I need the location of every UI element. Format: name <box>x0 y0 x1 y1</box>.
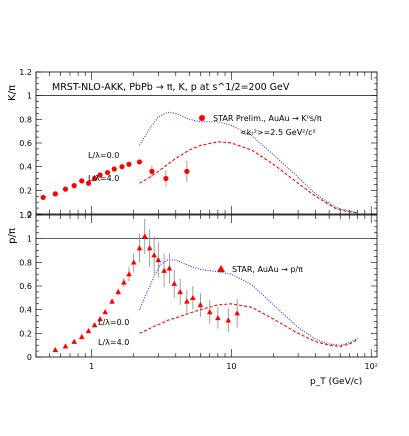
data-point <box>91 322 98 328</box>
data-point <box>97 172 103 178</box>
data-point <box>104 169 111 176</box>
data-point <box>171 280 178 286</box>
data-point <box>71 338 77 344</box>
top-y-ticks: 0 0.2 0.4 0.6 0.8 1 1.2 <box>19 68 377 219</box>
data-point <box>130 259 137 265</box>
curve-l-lambda-0 <box>139 111 358 214</box>
data-point <box>115 288 122 295</box>
bottom-data-points <box>52 218 241 353</box>
x-tick-label: 10 <box>226 362 236 371</box>
bottom-legend-label: STAR, AuAu → p/π <box>232 265 303 274</box>
top-legend-label: STAR Prelim., AuAu → K⁰s/π <box>213 114 322 123</box>
y-tick-label: 0.8 <box>19 115 32 124</box>
y-tick-label: 0.2 <box>19 329 32 338</box>
data-point <box>234 310 241 316</box>
top-curve-label-0: L/λ=0.0 <box>88 151 119 160</box>
x-tick-label: 1 <box>89 362 94 371</box>
y-tick-label: 0.8 <box>19 258 32 267</box>
data-point <box>190 294 196 301</box>
y-tick-label: 0.4 <box>19 163 32 172</box>
data-point <box>184 168 190 174</box>
curve-l-lambda-4 <box>139 141 358 214</box>
data-point <box>109 298 115 304</box>
y-tick-label: 0.6 <box>19 282 32 291</box>
data-point <box>155 256 162 263</box>
top-curve-label-4: L/λ=4.0 <box>88 174 119 183</box>
data-point <box>97 316 103 322</box>
data-point <box>71 183 77 189</box>
data-point <box>85 327 92 334</box>
data-point <box>141 233 148 239</box>
top-curves <box>139 111 358 214</box>
data-point <box>102 309 108 315</box>
data-point <box>177 288 183 295</box>
data-point <box>121 279 127 285</box>
data-point <box>78 333 85 340</box>
y-tick-label: 0.6 <box>19 139 32 148</box>
data-point <box>184 298 190 304</box>
data-point <box>206 309 213 315</box>
data-point <box>225 317 232 323</box>
data-point <box>119 164 125 170</box>
top-legend-marker <box>199 115 205 121</box>
top-x-ticks <box>35 72 372 214</box>
bottom-legend-marker <box>217 265 225 272</box>
y-tick-label: 1.2 <box>19 211 32 220</box>
data-point <box>151 252 157 258</box>
bottom-plot-frame <box>35 214 378 358</box>
data-point <box>161 267 167 273</box>
data-point <box>79 178 85 184</box>
bottom-curves <box>138 259 358 347</box>
bottom-panel: p/π 0 0.2 0.4 0.6 0.8 1 1.2 1 10 10² STAR, AuAu … <box>7 211 378 387</box>
bottom-y-ticks: 0 0.2 0.4 0.6 0.8 1 1.2 <box>19 211 377 362</box>
curve-l-lambda-4 <box>139 303 358 347</box>
top-panel: MRST-NLO-AKK, PbPb → π, K, p at s^1/2=20… <box>7 68 378 219</box>
bottom-curve-label-4: L/λ=4.0 <box>98 338 129 347</box>
bottom-x-ticks: 1 10 10² <box>35 215 378 371</box>
data-point <box>166 265 173 271</box>
data-point <box>85 180 92 186</box>
top-y-axis-label: K/π <box>7 85 18 101</box>
y-tick-label: 1 <box>27 235 32 244</box>
data-point <box>197 301 204 308</box>
y-tick-label: 0.2 <box>19 186 32 195</box>
data-point <box>136 159 143 165</box>
bottom-y-axis-label: p/π <box>7 228 18 244</box>
data-point <box>215 314 221 321</box>
data-point <box>146 245 153 251</box>
x-tick-label: 10² <box>365 362 378 371</box>
data-point <box>111 166 117 172</box>
data-point <box>136 245 143 251</box>
data-point <box>40 194 46 201</box>
y-tick-label: 0.4 <box>19 306 32 315</box>
data-point <box>62 186 69 192</box>
data-point <box>126 161 132 167</box>
y-tick-label: 0 <box>27 210 32 219</box>
data-point <box>163 175 169 182</box>
data-point <box>52 191 58 197</box>
data-point <box>62 343 69 349</box>
y-tick-label: 1.2 <box>19 68 32 77</box>
y-tick-label: 1 <box>27 92 32 101</box>
data-point <box>91 175 98 182</box>
x-axis-label: p_T (GeV/c) <box>310 377 362 387</box>
bottom-curve-label-0: L/λ=0.0 <box>98 318 129 327</box>
top-data-points <box>40 159 190 201</box>
data-point <box>126 271 132 277</box>
top-kt-label: <kₜ²>=2.5 GeV²/c² <box>240 128 316 137</box>
top-title: MRST-NLO-AKK, PbPb → π, K, p at s^1/2=20… <box>52 82 290 93</box>
data-point <box>149 168 155 174</box>
data-point <box>52 346 59 353</box>
y-tick-label: 0 <box>27 353 32 362</box>
top-plot-frame <box>35 71 378 215</box>
